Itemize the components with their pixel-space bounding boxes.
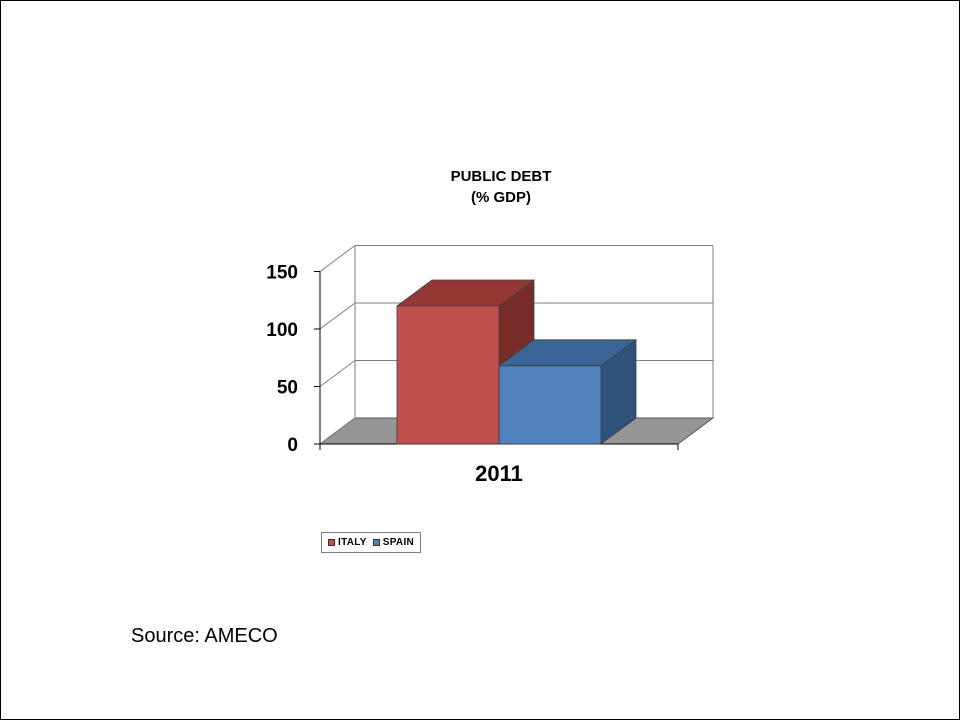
side-wall-gridline — [319, 302, 356, 330]
bar-spain — [498, 365, 602, 445]
legend-swatch-italy — [328, 539, 335, 546]
legend-label-italy: ITALY — [338, 537, 367, 548]
side-wall-gridline — [319, 417, 356, 445]
chart-title: PUBLIC DEBT (% GDP) — [401, 166, 601, 208]
x-tick-label: 2011 — [475, 461, 523, 486]
y-tick-label: 150 — [266, 263, 298, 284]
legend-swatch-spain — [372, 539, 380, 546]
side-wall-gridline — [319, 360, 356, 387]
y-tick-label: 0 — [287, 435, 298, 456]
bar-italy — [396, 305, 500, 445]
legend-label-spain: SPAIN — [382, 537, 415, 548]
chart-subtitle-line: (% GDP) — [471, 189, 531, 206]
side-wall-gridline — [319, 245, 356, 272]
chart-legend: ITALY SPAIN — [321, 532, 422, 553]
y-tick-label: 100 — [266, 320, 298, 341]
y-tick-label: 50 — [277, 378, 298, 399]
legend-item-italy: ITALY — [328, 537, 367, 548]
source-note: Source: AMECO — [131, 625, 278, 647]
chart-title-line: PUBLIC DEBT — [450, 168, 552, 185]
legend-item-spain: SPAIN — [372, 537, 415, 548]
